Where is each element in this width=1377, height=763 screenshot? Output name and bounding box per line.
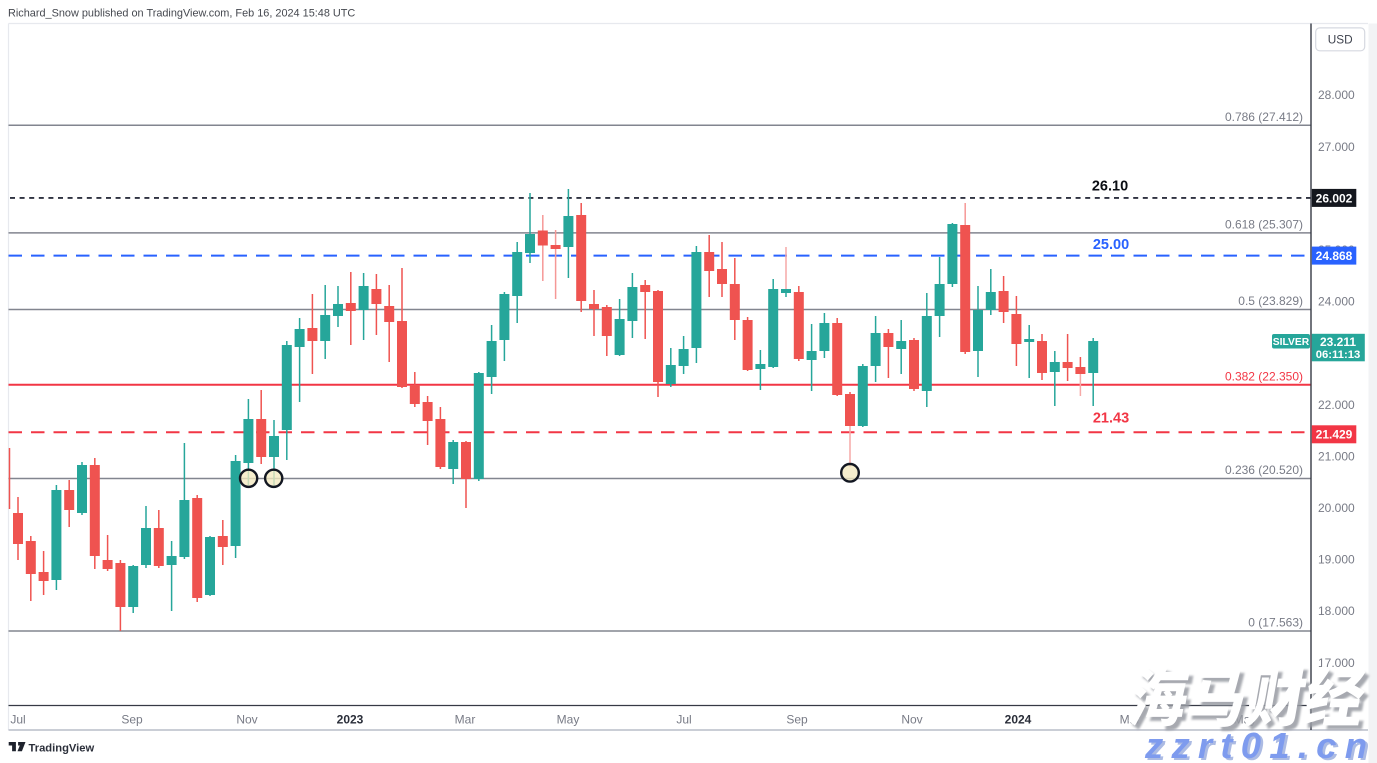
svg-text:0 (17.563): 0 (17.563) <box>1248 616 1303 630</box>
svg-text:26.10: 26.10 <box>1092 179 1128 195</box>
svg-text:zzrt01.cn: zzrt01.cn <box>1144 725 1367 763</box>
svg-text:21.429: 21.429 <box>1316 428 1353 442</box>
svg-text:19.000: 19.000 <box>1318 553 1355 567</box>
svg-text:0.382 (22.350): 0.382 (22.350) <box>1225 369 1303 383</box>
svg-text:17.000: 17.000 <box>1318 656 1355 670</box>
svg-text:Nov: Nov <box>901 713 922 727</box>
svg-text:0.786 (27.412): 0.786 (27.412) <box>1225 110 1303 124</box>
svg-text:23.211: 23.211 <box>1320 335 1356 349</box>
svg-text:24.000: 24.000 <box>1318 295 1355 309</box>
svg-text:2024: 2024 <box>1005 713 1032 727</box>
svg-text:Sep: Sep <box>786 713 808 727</box>
svg-text:18.000: 18.000 <box>1318 604 1355 618</box>
svg-text:27.000: 27.000 <box>1318 140 1355 154</box>
svg-text:Mar: Mar <box>455 713 476 727</box>
svg-text:22.000: 22.000 <box>1318 398 1355 412</box>
svg-text:0.236 (20.520): 0.236 (20.520) <box>1225 463 1303 477</box>
svg-text:0.618 (25.307): 0.618 (25.307) <box>1225 217 1303 231</box>
svg-text:06:11:13: 06:11:13 <box>1316 349 1361 361</box>
svg-text:24.868: 24.868 <box>1316 249 1353 263</box>
svg-text:TradingView: TradingView <box>29 742 95 754</box>
svg-text:SILVER: SILVER <box>1273 337 1310 348</box>
svg-text:0.5 (23.829): 0.5 (23.829) <box>1238 294 1303 308</box>
svg-text:21.43: 21.43 <box>1093 411 1129 427</box>
svg-text:Sep: Sep <box>121 713 143 727</box>
svg-text:Richard_Snow published on Trad: Richard_Snow published on TradingView.co… <box>8 8 355 20</box>
svg-text:Jul: Jul <box>676 713 691 727</box>
svg-text:Nov: Nov <box>236 713 257 727</box>
svg-text:USD: USD <box>1328 33 1353 47</box>
svg-text:May: May <box>557 713 580 727</box>
svg-text:21.000: 21.000 <box>1318 449 1355 463</box>
svg-text:20.000: 20.000 <box>1318 501 1355 515</box>
svg-text:26.002: 26.002 <box>1316 191 1353 205</box>
svg-text:2023: 2023 <box>337 713 364 727</box>
svg-text:25.00: 25.00 <box>1093 237 1129 253</box>
svg-text:Jul: Jul <box>10 713 25 727</box>
svg-text:zzrt01.cn: zzrt01.cn <box>1147 727 1370 763</box>
svg-text:28.000: 28.000 <box>1318 88 1355 102</box>
